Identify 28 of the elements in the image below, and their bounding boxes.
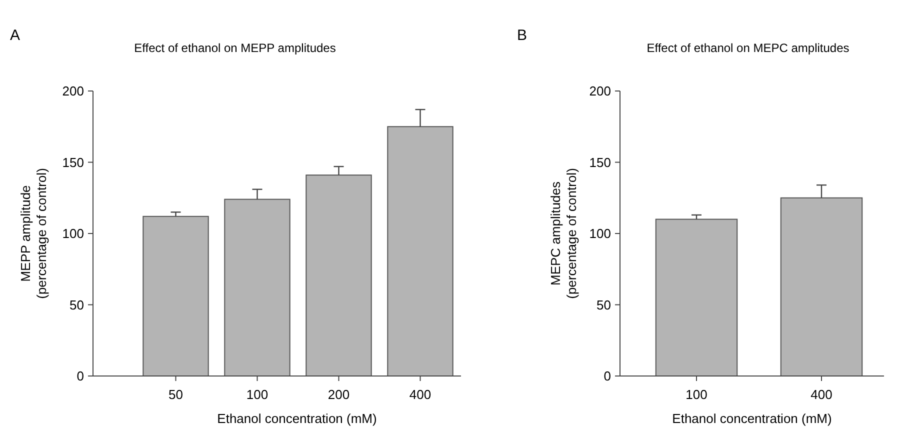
x-tick-label: 100 <box>686 387 708 402</box>
x-tick-label: 50 <box>168 387 183 402</box>
text: B <box>517 27 528 44</box>
y-tick-label: 200 <box>589 84 611 99</box>
y-tick-label: 0 <box>604 368 611 384</box>
y-tick-label: 100 <box>589 226 611 242</box>
text: A <box>10 27 20 44</box>
y-tick-label: 50 <box>596 297 611 312</box>
y-tick-label: 200 <box>62 84 84 99</box>
chart-title: Effect of ethanol on MEPP amplitudes <box>134 41 336 55</box>
y-tick-label: 0 <box>76 368 84 384</box>
x-tick-label: 400 <box>810 387 832 402</box>
x-tick-label: 100 <box>246 387 268 402</box>
bar <box>142 216 209 376</box>
bar <box>224 198 290 376</box>
y-axis-title: MEPP amplitude (percentage of control) <box>18 168 49 299</box>
x-axis-title: Ethanol concentration (mM) <box>217 411 377 426</box>
y-tick-label: 50 <box>70 297 84 312</box>
chart-title: Effect of ethanol on MEPC amplitudes <box>646 41 850 55</box>
y-tick-label: 100 <box>62 226 84 242</box>
x-axis-title: Ethanol concentration (mM) <box>672 411 832 426</box>
y-tick-label: 150 <box>62 154 84 170</box>
x-tick-label: 400 <box>409 387 432 402</box>
bar <box>306 174 372 376</box>
y-axis-title: MEPC amplitudes (percentage of control) <box>548 168 579 299</box>
x-tick-label: 200 <box>328 387 350 402</box>
bar <box>387 126 454 376</box>
y-tick-label: 150 <box>589 154 611 170</box>
